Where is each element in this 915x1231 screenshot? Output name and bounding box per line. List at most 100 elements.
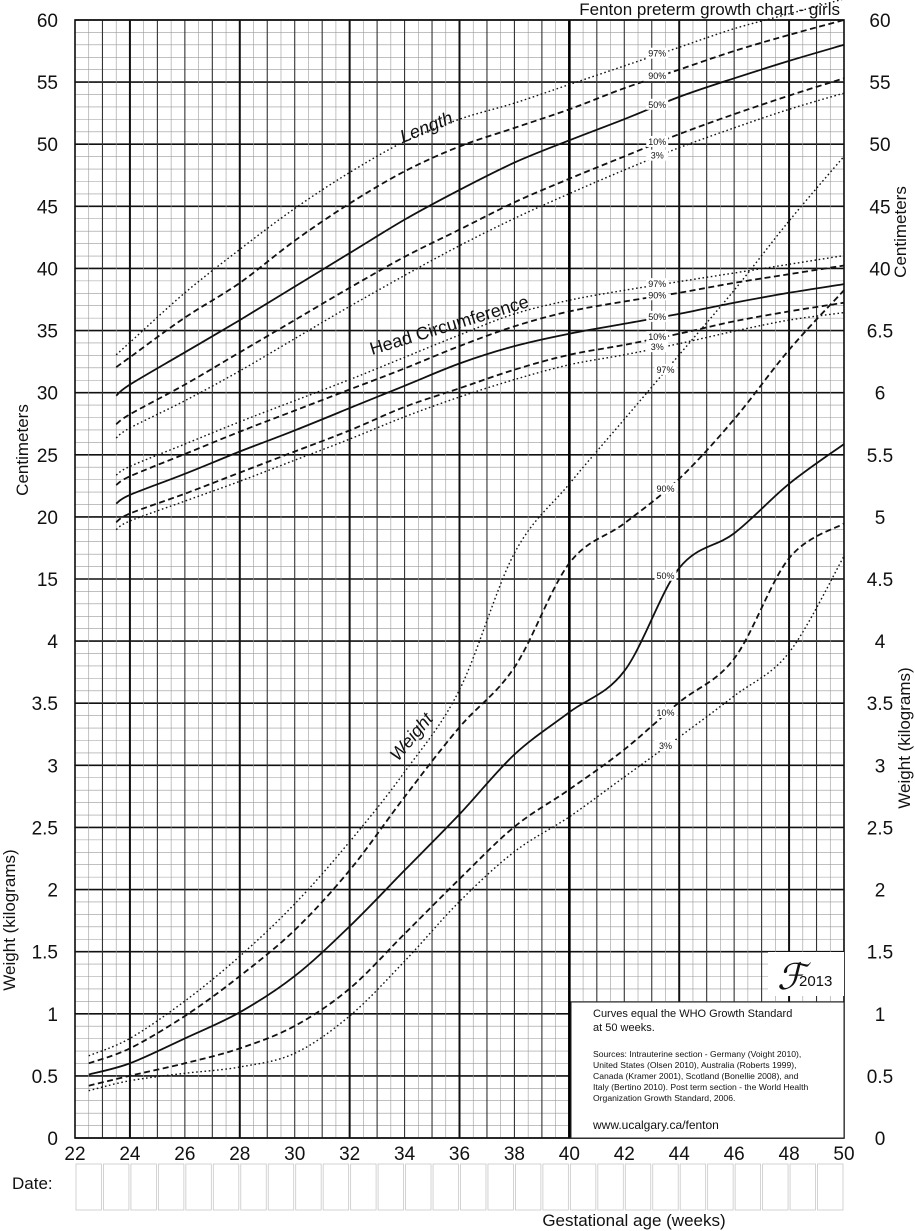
date-cell <box>542 1163 569 1211</box>
chart-title: Fenton preterm growth chart - girls <box>579 0 840 19</box>
right-tick-label: 50 <box>869 135 890 156</box>
right-tick-label: 4 <box>875 632 886 653</box>
percentile-label-3: 3% <box>651 151 664 161</box>
left-tick-label: 30 <box>37 384 58 405</box>
percentile-label-bg <box>654 707 677 719</box>
x-tick-label: 46 <box>724 1144 745 1165</box>
notes-source-4: Italy (Bertino 2010). Post term section … <box>593 1082 808 1092</box>
right-tick-label: 3 <box>875 756 886 777</box>
right-tick-label: 6 <box>875 384 886 405</box>
date-cell <box>679 1163 707 1211</box>
right-tick-label: 45 <box>869 197 890 218</box>
date-cell <box>295 1163 322 1211</box>
date-cell <box>487 1163 514 1211</box>
percentile-label-10: 10% <box>656 708 674 718</box>
left-axis-label-kg: Weight (kilograms) <box>0 849 19 990</box>
percentile-label-bg <box>654 569 677 581</box>
left-tick-label: 1.5 <box>32 943 58 964</box>
right-tick-label: 5 <box>875 508 886 529</box>
percentile-label-bg <box>654 363 677 375</box>
date-cell <box>734 1163 762 1211</box>
date-cell <box>569 1163 597 1211</box>
chart-grid <box>74 19 845 1139</box>
date-cell <box>185 1163 212 1211</box>
x-axis-label: Gestational age (weeks) <box>542 1211 725 1230</box>
curve-head-circumference-p90 <box>115 264 845 486</box>
left-tick-label: 1 <box>47 1005 58 1026</box>
curve-weight-p10 <box>88 522 845 1087</box>
axis-ticks: 6055504540353025201543.532.521.510.50605… <box>32 11 894 1165</box>
x-tick-label: 22 <box>64 1144 85 1165</box>
date-cell <box>624 1163 652 1211</box>
left-tick-label: 4 <box>47 632 58 653</box>
date-cell <box>707 1163 734 1211</box>
notes-source-3: Canada (Kramer 2001), Scotland (Bonellie… <box>593 1071 799 1081</box>
right-tick-label: 5.5 <box>867 446 893 467</box>
date-cell <box>240 1163 267 1211</box>
curve-head-circumference-p3 <box>115 311 845 531</box>
percentile-label-bg <box>646 47 669 59</box>
curve-length-p97 <box>115 0 843 356</box>
x-tick-label: 34 <box>394 1144 416 1165</box>
curve-length-p3 <box>115 92 845 439</box>
percentile-label-bg <box>654 482 677 494</box>
plot-frame <box>74 19 845 1139</box>
x-tick-label: 32 <box>339 1144 360 1165</box>
left-tick-label: 50 <box>37 135 58 156</box>
date-cell <box>515 1163 542 1211</box>
date-cell <box>212 1163 240 1211</box>
date-cell <box>103 1163 130 1211</box>
percentile-label-bg <box>646 149 669 161</box>
percentile-label-97: 97% <box>648 279 666 289</box>
percentile-curves <box>88 0 845 1092</box>
x-tick-label: 42 <box>614 1144 635 1165</box>
curve-length-p90 <box>115 19 845 368</box>
left-tick-label: 25 <box>37 446 58 467</box>
x-tick-label: 38 <box>504 1144 525 1165</box>
date-cell <box>157 1163 185 1211</box>
right-tick-label: 40 <box>869 259 890 280</box>
date-cell <box>597 1163 624 1211</box>
left-tick-label: 35 <box>37 322 58 343</box>
right-tick-label: 55 <box>869 73 890 94</box>
logo: ℱ 2013 <box>768 952 844 998</box>
curve-head-circumference-p50 <box>115 283 845 505</box>
percentile-label-97: 97% <box>648 49 666 59</box>
percentile-label-50: 50% <box>648 312 666 322</box>
right-tick-label: 3.5 <box>867 694 893 715</box>
curve-length-p50 <box>115 43 845 397</box>
notes-url: www.ucalgary.ca/fenton <box>592 1118 719 1132</box>
x-tick-label: 48 <box>779 1144 800 1165</box>
percentile-label-bg <box>646 310 669 322</box>
left-tick-label: 20 <box>37 508 58 529</box>
left-tick-label: 3.5 <box>32 694 58 715</box>
right-tick-label: 4.5 <box>867 570 893 591</box>
percentile-label-bg <box>646 98 669 110</box>
left-tick-label: 0 <box>47 1129 58 1150</box>
left-tick-label: 60 <box>37 11 58 32</box>
right-axis-label-cm: Centimeters <box>891 186 910 278</box>
left-tick-label: 0.5 <box>32 1067 58 1088</box>
date-cell <box>432 1163 459 1211</box>
percentile-label-90: 90% <box>648 290 666 300</box>
notes-line-2: at 50 weeks. <box>593 1022 655 1034</box>
percentile-label-10: 10% <box>648 137 666 147</box>
percentile-label-bg <box>646 278 669 290</box>
logo-year: 2013 <box>799 973 832 990</box>
date-cell <box>75 1163 102 1211</box>
date-cell <box>762 1163 789 1211</box>
left-tick-label: 15 <box>37 570 58 591</box>
notes-source-1: Sources: Intrauterine section - Germany … <box>593 1049 801 1059</box>
x-tick-label: 40 <box>559 1144 580 1165</box>
x-tick-label: 24 <box>119 1144 141 1165</box>
curve-weight-p50 <box>88 443 845 1076</box>
x-tick-label: 28 <box>229 1144 250 1165</box>
date-cell <box>350 1163 377 1211</box>
percentile-label-90: 90% <box>656 484 674 494</box>
curve-weight-p90 <box>88 289 845 1065</box>
curve-weight-p97 <box>88 155 845 1057</box>
date-cell <box>789 1163 816 1211</box>
percentile-label-10: 10% <box>648 332 666 342</box>
curve-length-p10 <box>115 77 845 425</box>
